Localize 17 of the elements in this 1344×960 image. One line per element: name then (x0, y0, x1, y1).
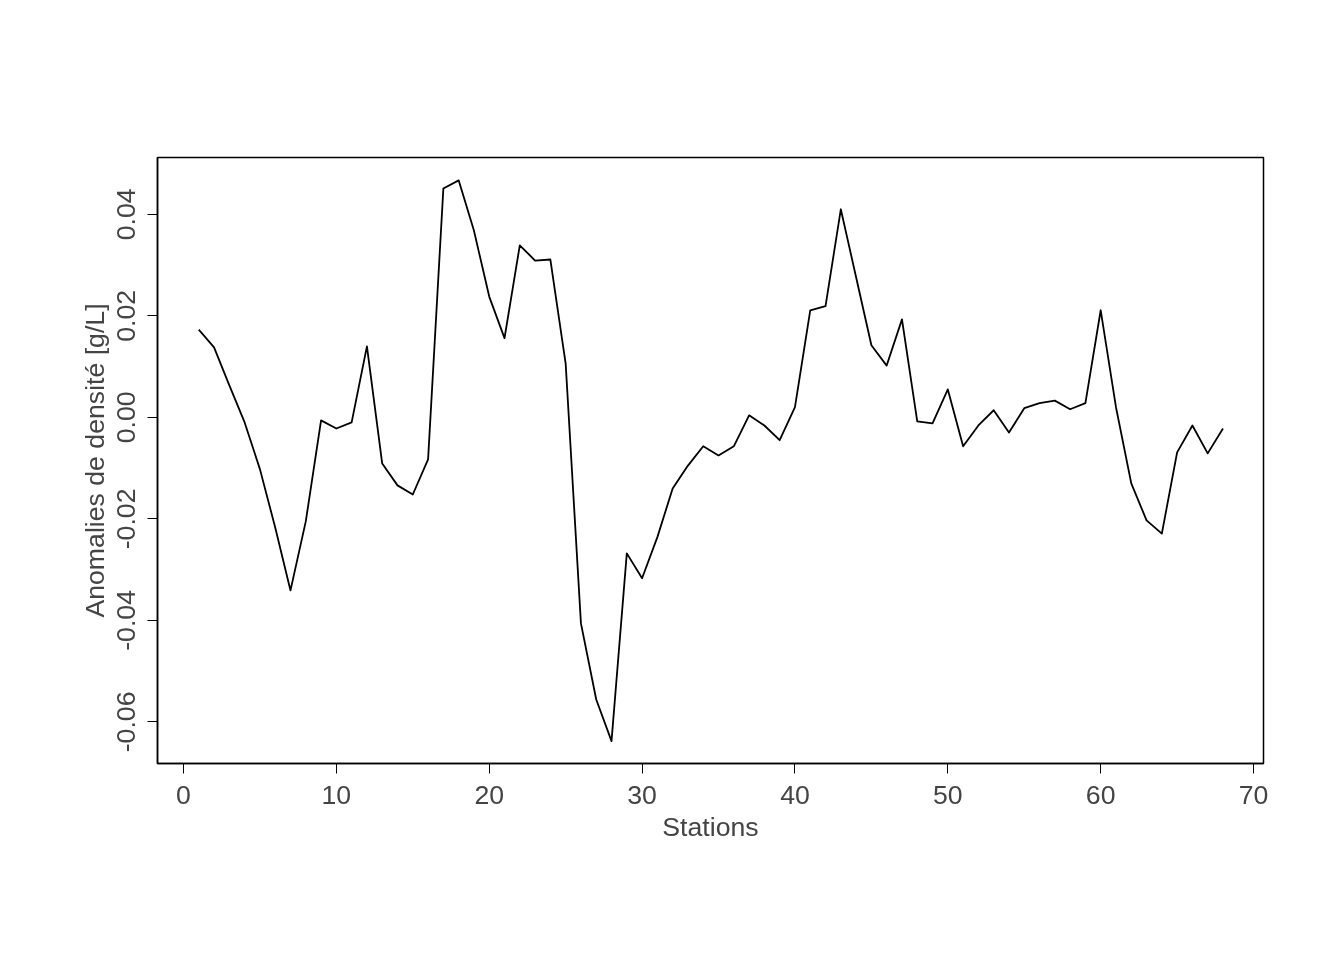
x-tick-label: 0 (176, 779, 191, 810)
y-tick-label: -0.02 (111, 488, 142, 550)
y-tick-label: 0.00 (111, 391, 142, 444)
x-tick-label: 10 (321, 779, 352, 810)
y-tick-label: -0.06 (111, 691, 142, 753)
y-axis-title: Anomalies de densité [g/L] (79, 303, 110, 618)
y-tick-label: 0.02 (111, 289, 142, 342)
x-tick-label: 70 (1238, 779, 1269, 810)
x-tick-label: 30 (627, 779, 657, 810)
x-tick-label: 20 (474, 779, 505, 810)
line-series (197, 179, 1224, 743)
x-tick-label: 40 (780, 779, 810, 810)
x-tick-label: 60 (1085, 779, 1116, 810)
y-tick-label: 0.04 (111, 188, 142, 241)
x-tick-label: 50 (933, 779, 963, 810)
x-axis-title: Stations (662, 811, 759, 842)
y-tick-label: -0.04 (111, 589, 142, 651)
